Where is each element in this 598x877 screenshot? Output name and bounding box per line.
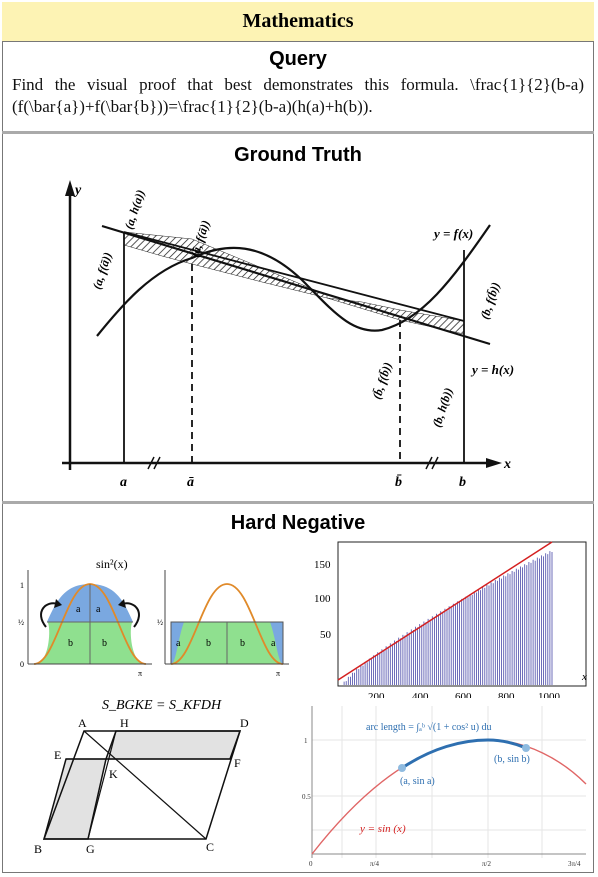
banner-title: Mathematics [2, 2, 594, 42]
point-C: C [206, 840, 214, 854]
line-h [101, 224, 491, 346]
sin-right-label-2: b [206, 638, 211, 649]
arc-length-plot: arc length = ∫ₐᵇ √(1 + cos² u) du (a, si… [302, 706, 587, 868]
arc-x-tick-3pi4: 3π/4 [568, 860, 581, 868]
tick-bbar: b̄ [395, 474, 402, 490]
parallelogram-title: S_BGKE = S_KFDH [102, 698, 222, 713]
sin-right-label-1: a [176, 638, 181, 649]
sin-left-tick-0: 0 [20, 660, 24, 669]
curve-f [96, 224, 491, 337]
hard-negative-section: Hard Negative sin²(x) a a b b 1 ½ 0 π [2, 501, 594, 873]
sin-left-label-3: b [68, 638, 73, 649]
secant-line [123, 231, 465, 322]
sin-title: sin²(x) [96, 557, 128, 571]
label-a-ha: (a, h(a)) [122, 188, 148, 231]
bar-x-tick-400: 400 [412, 691, 429, 698]
sin-right-label-3: b [240, 638, 245, 649]
point-D: D [240, 716, 249, 730]
bar-y-tick-50: 50 [320, 629, 332, 641]
point-E: E [54, 748, 61, 762]
y-axis-label: y [73, 183, 82, 198]
arc-segment [401, 738, 527, 770]
query-section: Query Find the visual proof that best de… [2, 43, 594, 131]
arc-x-tick-pi4: π/4 [370, 860, 379, 868]
sin-left-label-1: a [76, 604, 81, 615]
label-a-sin-a: (a, sin a) [400, 776, 435, 787]
point-F: F [234, 756, 241, 770]
point-G: G [86, 842, 95, 856]
point-K: K [109, 767, 118, 781]
sin-panel-left: a a b b 1 ½ 0 π [18, 570, 152, 678]
point-a-marker [398, 764, 406, 772]
ground-truth-section: Ground Truth y x a ā [2, 131, 594, 501]
sin-left-tick-half: ½ [18, 618, 24, 627]
arc-x-tick-pi2: π/2 [482, 860, 491, 868]
sin-squared-panels: sin²(x) a a b b 1 ½ 0 π [18, 557, 289, 678]
tick-b: b [459, 475, 466, 490]
bar-x-label: x [581, 671, 587, 683]
label-line-h: y = h(x) [470, 362, 514, 377]
bar-x-tick-1000: 1000 [538, 691, 561, 698]
sin-right-tick-half: ½ [157, 618, 163, 627]
sin-left-label-4: b [102, 638, 107, 649]
bar-y-tick-100: 100 [314, 593, 331, 605]
bound-curve [337, 541, 553, 681]
point-H: H [120, 716, 129, 730]
arc-y-tick-1: 1 [304, 737, 308, 745]
ground-truth-figure: y x a ā b̄ b (a, f(ā)) (a, h(a)) (ā, f(ā… [62, 180, 514, 490]
point-b-marker [522, 744, 530, 752]
arc-x-tick-0: 0 [309, 860, 313, 868]
tick-abar: ā [187, 475, 194, 490]
arc-y-tick-05: 0.5 [302, 793, 311, 801]
bar-y-tick-150: 150 [314, 559, 331, 571]
bar-x-tick-600: 600 [455, 691, 472, 698]
bar-x-tick-800: 800 [498, 691, 515, 698]
x-axis-label: x [503, 457, 511, 472]
region-kfdh [104, 730, 242, 760]
query-heading: Query [269, 48, 327, 70]
point-B: B [34, 842, 42, 856]
sin-left-tick-1: 1 [20, 581, 24, 590]
arc-length-label: arc length = ∫ₐᵇ √(1 + cos² u) du [366, 722, 492, 733]
parallelogram-figure: S_BGKE = S_KFDH A H D E F K B G C [34, 698, 249, 856]
label-b-hb: (b, h(b)) [430, 386, 456, 429]
bar-chart-bars [343, 551, 553, 685]
sin-right-x-end: π [276, 669, 280, 678]
query-text: Find the visual proof that best demonstr… [12, 75, 584, 116]
tick-a: a [120, 475, 127, 490]
point-A: A [78, 716, 87, 730]
hard-negative-heading: Hard Negative [230, 512, 366, 534]
sin-panel-right: a b b a ½ π [157, 570, 289, 678]
sin-left-label-2: a [96, 604, 101, 615]
region-bgke [43, 758, 107, 840]
ground-truth-heading: Ground Truth [234, 144, 362, 166]
sin-right-label-4: a [271, 638, 276, 649]
label-sin-curve: y = sin (x) [359, 823, 406, 835]
bar-x-tick-200: 200 [368, 691, 385, 698]
bar-chart: 150 100 50 200 400 600 800 1000 x [314, 541, 587, 698]
label-b-fbbar: (b, f(b̄)) [478, 280, 503, 320]
label-bbar-fbbar: (b̄, f(b̄)) [370, 360, 395, 400]
label-b-sin-b: (b, sin b) [494, 754, 530, 765]
label-a-fabar: (a, f(ā)) [90, 250, 115, 290]
label-curve-f: y = f(x) [432, 226, 473, 241]
sin-left-x-end: π [138, 669, 142, 678]
